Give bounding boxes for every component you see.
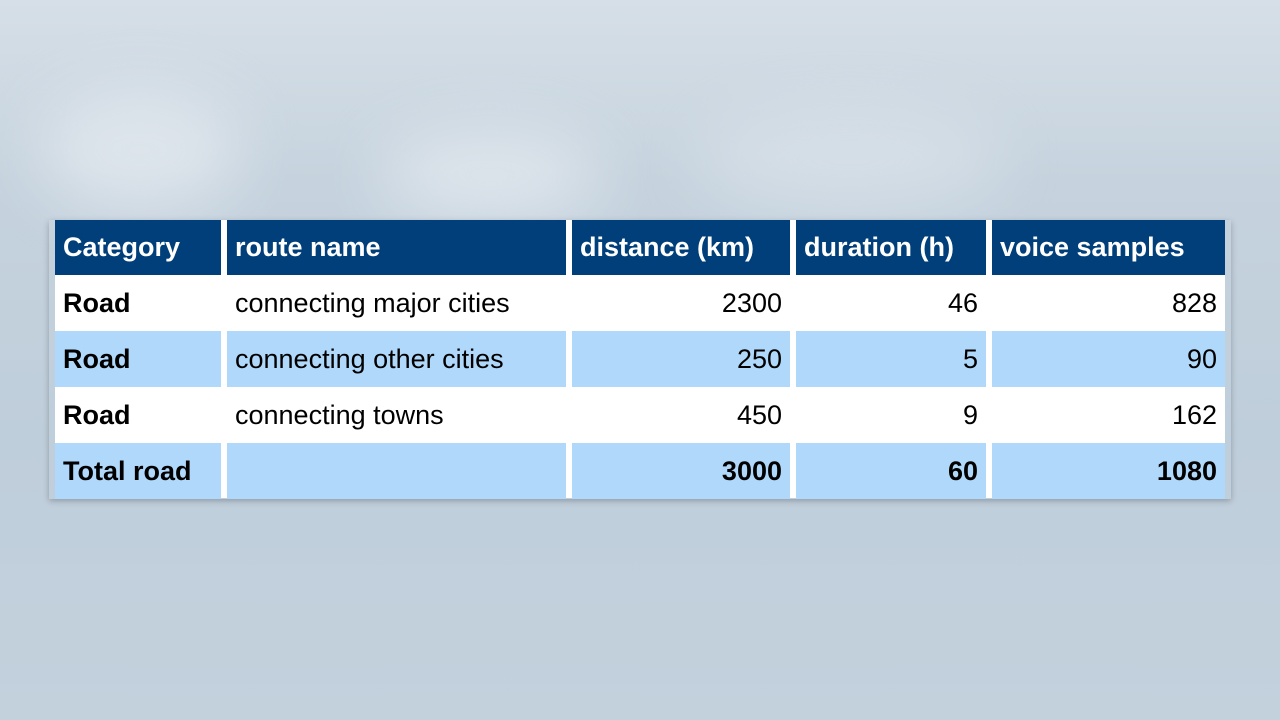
header-duration: duration (h) [796,220,986,275]
cell-duration: 5 [796,331,986,387]
total-row: Total road 3000 60 1080 [55,443,1225,499]
table-row: Road connecting towns 450 9 162 [55,387,1225,443]
cell-duration: 46 [796,275,986,331]
cell-total-distance: 3000 [572,443,790,499]
cell-route-name: connecting major cities [227,275,566,331]
cell-distance: 2300 [572,275,790,331]
header-voice-samples: voice samples [992,220,1225,275]
header-category: Category [55,220,221,275]
cell-duration: 9 [796,387,986,443]
cell-category: Road [55,275,221,331]
cell-category: Road [55,331,221,387]
cell-distance: 250 [572,331,790,387]
cell-voice-samples: 162 [992,387,1225,443]
table-row: Road connecting other cities 250 5 90 [55,331,1225,387]
background-blur [40,90,240,210]
table-row: Road connecting major cities 2300 46 828 [55,275,1225,331]
cell-total-label: Total road [55,443,221,499]
cell-total-voice-samples: 1080 [992,443,1225,499]
background-blur [700,110,1000,210]
cell-category: Road [55,387,221,443]
cell-voice-samples: 828 [992,275,1225,331]
header-row: Category route name distance (km) durati… [55,220,1225,275]
cell-route-name: connecting other cities [227,331,566,387]
cell-total-duration: 60 [796,443,986,499]
cell-route-name: connecting towns [227,387,566,443]
header-route-name: route name [227,220,566,275]
header-distance: distance (km) [572,220,790,275]
cell-distance: 450 [572,387,790,443]
background-blur [380,130,600,220]
cell-voice-samples: 90 [992,331,1225,387]
route-table: Category route name distance (km) durati… [49,220,1231,499]
cell-total-route-name [227,443,566,499]
